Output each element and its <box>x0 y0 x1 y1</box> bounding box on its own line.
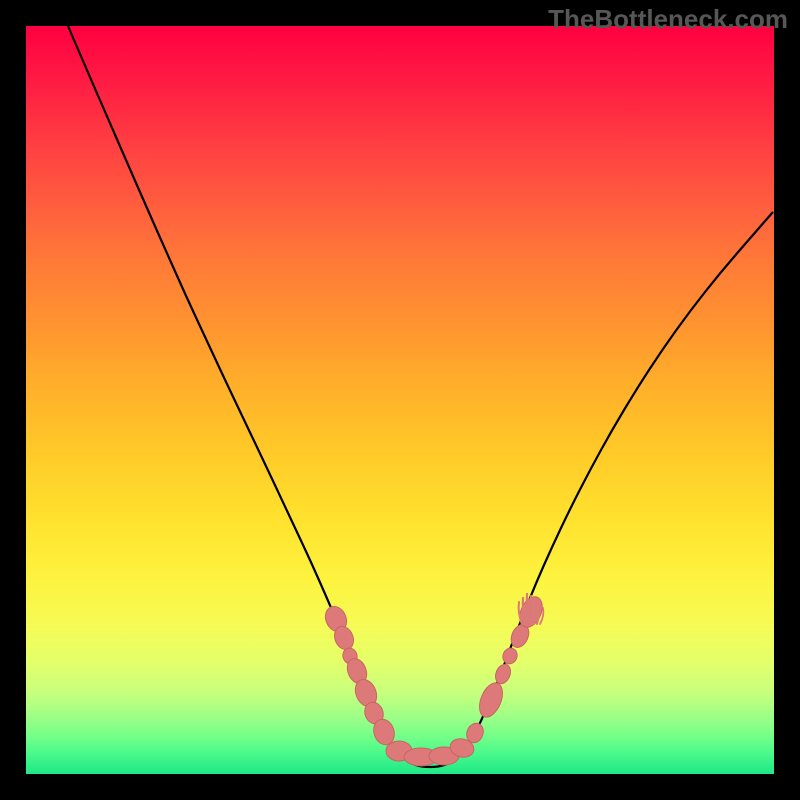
chart-container: TheBottleneck.com <box>0 0 800 800</box>
curve-layer <box>26 26 774 774</box>
marker-blob <box>501 646 520 666</box>
tuft-blade <box>534 600 535 624</box>
marker-blob <box>475 680 507 721</box>
tuft-blade <box>527 594 528 624</box>
watermark-text: TheBottleneck.com <box>548 4 788 35</box>
bottleneck-curve <box>68 26 773 767</box>
marker-blob <box>493 662 513 686</box>
plot-area <box>26 26 774 774</box>
